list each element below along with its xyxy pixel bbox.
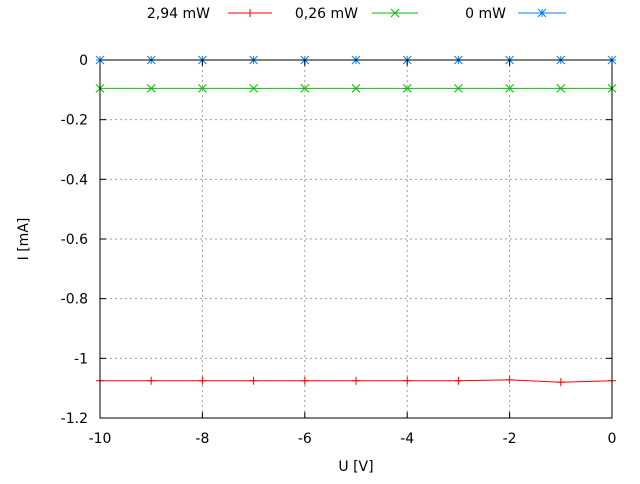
- x-axis-label: U [V]: [338, 459, 373, 475]
- series-group: [95, 55, 617, 387]
- marker: [351, 83, 361, 93]
- legend: 2,94 mW 0,26 mW 0 mW: [147, 6, 566, 22]
- x-tick-label: -4: [400, 431, 414, 447]
- x-tick-label: -8: [195, 431, 209, 447]
- marker: [146, 83, 156, 93]
- marker: [454, 83, 463, 93]
- y-tick-label: -0.2: [61, 113, 88, 129]
- y-tick-label: -1.2: [61, 411, 88, 427]
- series-1: [95, 83, 617, 93]
- series-0: [96, 375, 616, 387]
- x-tick-label: 0: [608, 431, 617, 447]
- y-tick-label: -1: [74, 351, 88, 367]
- legend-label: 0 mW: [465, 6, 506, 22]
- ticks: -10 -8 -6 -4 -2 0 0 -0.2 -0.4 -0.6 -0.8 -1 -1.2: [61, 53, 617, 447]
- marker: [390, 8, 400, 18]
- x-tick-label: -10: [89, 431, 112, 447]
- marker: [402, 83, 412, 93]
- legend-label: 0,26 mW: [295, 6, 358, 22]
- y-tick-label: -0.6: [61, 232, 88, 248]
- marker: [556, 83, 566, 93]
- x-tick-label: -2: [503, 431, 517, 447]
- marker: [300, 83, 310, 93]
- marker: [198, 83, 207, 93]
- y-tick-label: -0.8: [61, 292, 88, 308]
- y-tick-label: -0.4: [61, 172, 88, 188]
- y-tick-label: 0: [79, 53, 88, 69]
- x-tick-label: -6: [298, 431, 312, 447]
- marker: [505, 83, 514, 93]
- marker: [249, 83, 258, 93]
- legend-label: 2,94 mW: [147, 6, 210, 22]
- marker: [537, 8, 547, 18]
- grid: [99, 59, 613, 419]
- y-axis-label: I [mA]: [16, 218, 32, 261]
